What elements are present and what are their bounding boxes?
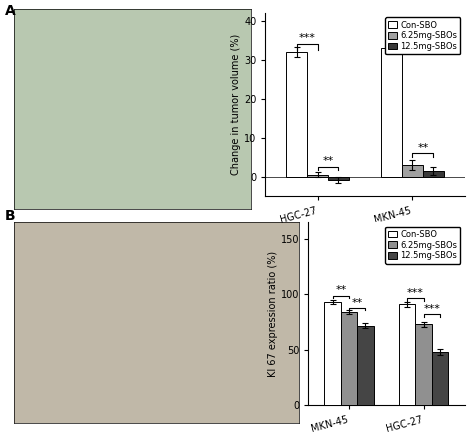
Legend: Con-SBO, 6.25mg-SBOs, 12.5mg-SBOs: Con-SBO, 6.25mg-SBOs, 12.5mg-SBOs <box>385 17 460 54</box>
Text: ***: *** <box>299 34 316 44</box>
Y-axis label: KI 67 expression ratio (%): KI 67 expression ratio (%) <box>268 251 278 377</box>
Legend: Con-SBO, 6.25mg-SBOs, 12.5mg-SBOs: Con-SBO, 6.25mg-SBOs, 12.5mg-SBOs <box>385 227 460 263</box>
Bar <box>286 52 307 177</box>
Bar <box>415 324 432 405</box>
Bar <box>325 302 341 405</box>
Text: **: ** <box>417 143 428 153</box>
Bar <box>328 177 349 180</box>
Text: **: ** <box>322 156 334 166</box>
Bar <box>381 48 402 177</box>
Bar <box>402 165 423 177</box>
Bar <box>307 175 328 177</box>
Text: **: ** <box>352 298 363 307</box>
Text: ***: *** <box>407 288 424 298</box>
Bar <box>432 352 448 405</box>
Text: ***: *** <box>423 304 440 314</box>
Text: B: B <box>5 209 15 223</box>
Bar <box>423 171 444 177</box>
Y-axis label: Change in tumor volume (%): Change in tumor volume (%) <box>231 34 241 175</box>
Text: **: ** <box>335 286 346 295</box>
Bar <box>341 312 357 405</box>
Text: A: A <box>5 4 16 18</box>
Bar <box>357 326 374 405</box>
Text: ***: *** <box>393 30 410 40</box>
Bar <box>399 304 415 405</box>
